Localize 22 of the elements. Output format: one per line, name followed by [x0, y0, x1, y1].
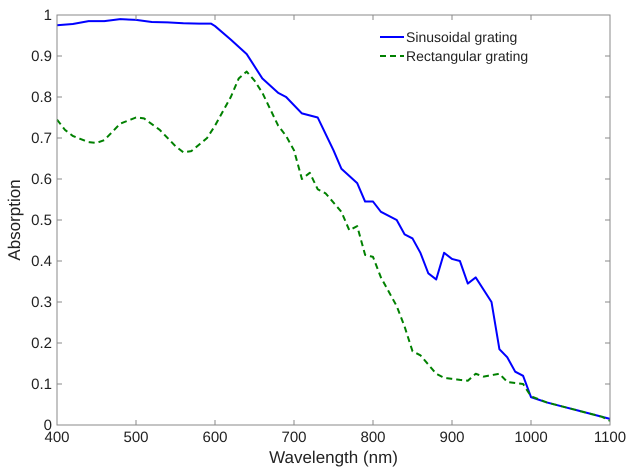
y-tick-label: 0.5: [31, 212, 52, 229]
y-tick-label: 0.1: [31, 376, 52, 393]
y-tick-label: 0.2: [31, 335, 52, 352]
x-tick-label: 700: [281, 429, 307, 446]
x-tick-label: 800: [360, 429, 386, 446]
legend-label: Rectangular grating: [406, 48, 528, 64]
x-tick-label: 1000: [514, 429, 548, 446]
y-tick-label: 0.6: [31, 171, 52, 188]
x-tick-label: 1100: [594, 429, 626, 446]
x-axis-title: Wavelength (nm): [269, 448, 398, 467]
x-tick-label: 400: [44, 429, 70, 446]
legend-label: Sinusoidal grating: [406, 29, 518, 45]
y-tick-label: 0.4: [31, 253, 52, 270]
y-tick-label: 0.7: [31, 130, 52, 147]
x-tick-label: 900: [439, 429, 465, 446]
y-axis-title: Absorption: [5, 179, 24, 261]
y-tick-label: 0.9: [31, 48, 52, 65]
y-tick-label: 1: [44, 7, 52, 24]
x-tick-label: 500: [123, 429, 149, 446]
y-tick-label: 0.8: [31, 89, 52, 106]
y-tick-label: 0.3: [31, 294, 52, 311]
x-tick-label: 600: [202, 429, 228, 446]
